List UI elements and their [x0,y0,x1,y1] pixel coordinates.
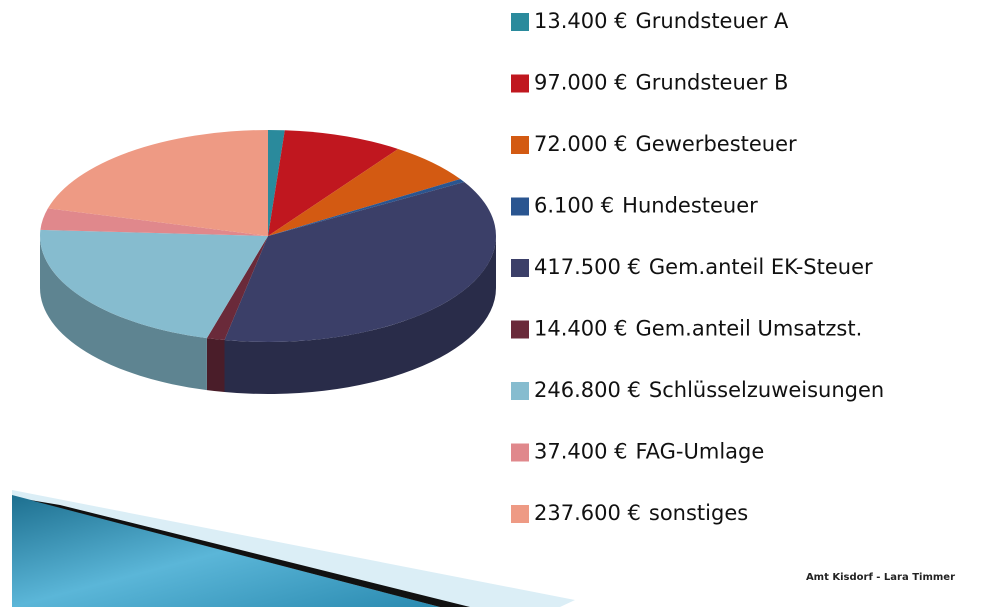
legend-value: 6.100 € [534,194,614,218]
legend-value: 97.000 € [534,71,628,95]
legend-label: 237.600 € sonstiges [534,501,748,525]
legend-label: 37.400 € FAG-Umlage [534,440,764,464]
legend-label: 13.400 € Grundsteuer A [534,9,789,33]
legend-swatch [511,321,529,339]
legend-swatch [511,259,529,277]
legend-name: Gem.anteil EK-Steuer [649,255,873,279]
legend-name: Grundsteuer A [636,9,789,33]
legend-value: 237.600 € [534,501,641,525]
legend-value: 72.000 € [534,132,628,156]
legend-entry: 13.400 € Grundsteuer A [511,9,789,33]
legend-name: Grundsteuer B [636,71,789,95]
legend-swatch [511,382,529,400]
legend-name: Hundesteuer [622,194,758,218]
footer: Amt Kisdorf - Lara Timmer [806,572,955,583]
legend-name: sonstiges [649,501,748,525]
legend-name: Gewerbesteuer [636,132,797,156]
legend-label: 97.000 € Grundsteuer B [534,71,788,95]
legend-swatch [511,444,529,462]
legend-label: 246.800 € Schlüsselzuweisungen [534,378,884,402]
legend-value: 14.400 € [534,317,628,341]
page: Amt Kisdorf - Lara Timmer 13.400 € Grunds… [0,0,985,607]
pie-slice-side [207,338,225,392]
legend-name: Schlüsselzuweisungen [649,378,884,402]
legend-swatch [511,13,529,31]
legend-value: 417.500 € [534,255,641,279]
legend-entry: 237.600 € sonstiges [511,501,748,525]
legend-value: 13.400 € [534,9,628,33]
legend-value: 37.400 € [534,440,628,464]
legend-name: Gem.anteil Umsatzst. [636,317,863,341]
legend-swatch [511,505,529,523]
decoration [12,490,575,607]
legend-label: 6.100 € Hundesteuer [534,194,758,218]
legend-entry: 246.800 € Schlüsselzuweisungen [511,378,884,402]
legend-entry: 97.000 € Grundsteuer B [511,71,788,95]
legend-value: 246.800 € [534,378,641,402]
legend-swatch [511,75,529,93]
legend-entry: 37.400 € FAG-Umlage [511,440,764,464]
legend-label: 72.000 € Gewerbesteuer [534,132,797,156]
legend-swatch [511,198,529,216]
legend-swatch [511,136,529,154]
legend-entry: 6.100 € Hundesteuer [511,194,758,218]
legend-entry: 72.000 € Gewerbesteuer [511,132,797,156]
slide: Amt Kisdorf - Lara Timmer 13.400 € Grunds… [0,0,985,607]
legend-entry: 417.500 € Gem.anteil EK-Steuer [511,255,873,279]
legend-name: FAG-Umlage [636,440,765,464]
pie [40,130,496,394]
legend-entry: 14.400 € Gem.anteil Umsatzst. [511,317,862,341]
legend-label: 14.400 € Gem.anteil Umsatzst. [534,317,862,341]
legend-label: 417.500 € Gem.anteil EK-Steuer [534,255,873,279]
